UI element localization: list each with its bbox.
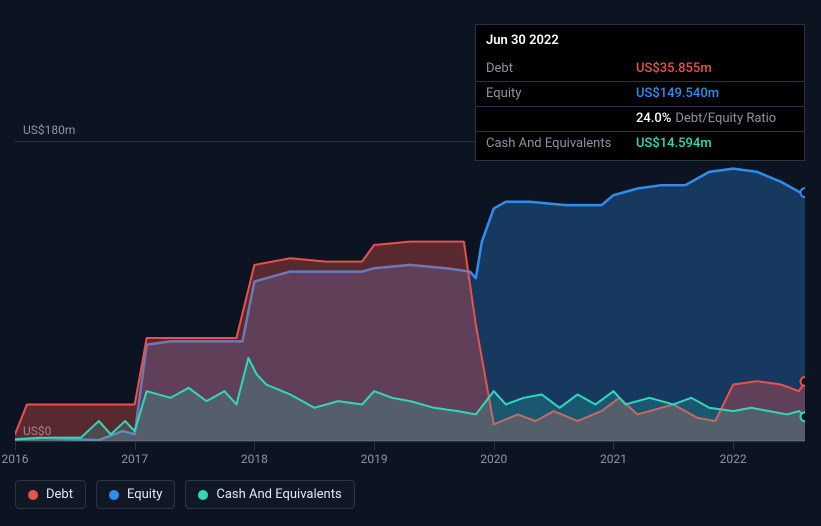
x-tick	[613, 442, 614, 450]
x-axis: 2016201720182019202020212022	[15, 441, 805, 465]
chart-svg	[15, 142, 805, 441]
x-axis-label: 2016	[2, 452, 29, 466]
tooltip-suffix: Debt/Equity Ratio	[675, 111, 776, 128]
x-axis-label: 2017	[121, 452, 148, 466]
tooltip-label: Cash And Equivalents	[486, 136, 636, 153]
x-axis-label: 2018	[241, 452, 268, 466]
tooltip-label	[486, 111, 636, 128]
x-tick	[254, 442, 255, 450]
x-tick	[15, 442, 16, 450]
legend-dot-icon	[109, 490, 119, 500]
tooltip-label: Equity	[486, 86, 636, 103]
legend-dot-icon	[28, 490, 38, 500]
chart-container: Jun 30 2022 DebtUS$35.855mEquityUS$149.5…	[0, 0, 821, 526]
legend-item[interactable]: Debt	[15, 480, 86, 509]
tooltip-row: DebtUS$35.855m	[476, 53, 804, 81]
tooltip-rows: DebtUS$35.855mEquityUS$149.540m24.0%Debt…	[476, 53, 804, 161]
tooltip-value: 24.0%	[636, 111, 671, 128]
x-tick	[135, 442, 136, 450]
x-axis-label: 2021	[600, 452, 627, 466]
series-end-marker	[801, 412, 806, 421]
tooltip-value: US$35.855m	[636, 61, 712, 78]
x-tick	[374, 442, 375, 450]
legend-label: Equity	[127, 487, 162, 502]
x-axis-label: 2019	[361, 452, 388, 466]
tooltip: Jun 30 2022 DebtUS$35.855mEquityUS$149.5…	[475, 24, 805, 161]
legend-item[interactable]: Equity	[96, 480, 175, 509]
legend-dot-icon	[198, 490, 208, 500]
legend-label: Cash And Equivalents	[216, 487, 341, 502]
x-axis-label: 2022	[720, 452, 747, 466]
legend: Debt Equity Cash And Equivalents	[15, 480, 355, 509]
tooltip-value: US$149.540m	[636, 86, 719, 103]
series-end-marker	[801, 188, 806, 197]
series-end-marker	[801, 377, 806, 386]
tooltip-row: 24.0%Debt/Equity Ratio	[476, 106, 804, 131]
plot-area	[15, 141, 805, 441]
y-axis-max-label: US$180m	[23, 123, 75, 137]
tooltip-label: Debt	[486, 61, 636, 78]
tooltip-date: Jun 30 2022	[486, 33, 559, 50]
x-tick	[494, 442, 495, 450]
legend-item[interactable]: Cash And Equivalents	[185, 480, 354, 509]
tooltip-value: US$14.594m	[636, 136, 712, 153]
x-tick	[733, 442, 734, 450]
tooltip-row: Cash And EquivalentsUS$14.594m	[476, 131, 804, 161]
legend-label: Debt	[46, 487, 73, 502]
x-axis-label: 2020	[480, 452, 507, 466]
tooltip-row: EquityUS$149.540m	[476, 81, 804, 106]
